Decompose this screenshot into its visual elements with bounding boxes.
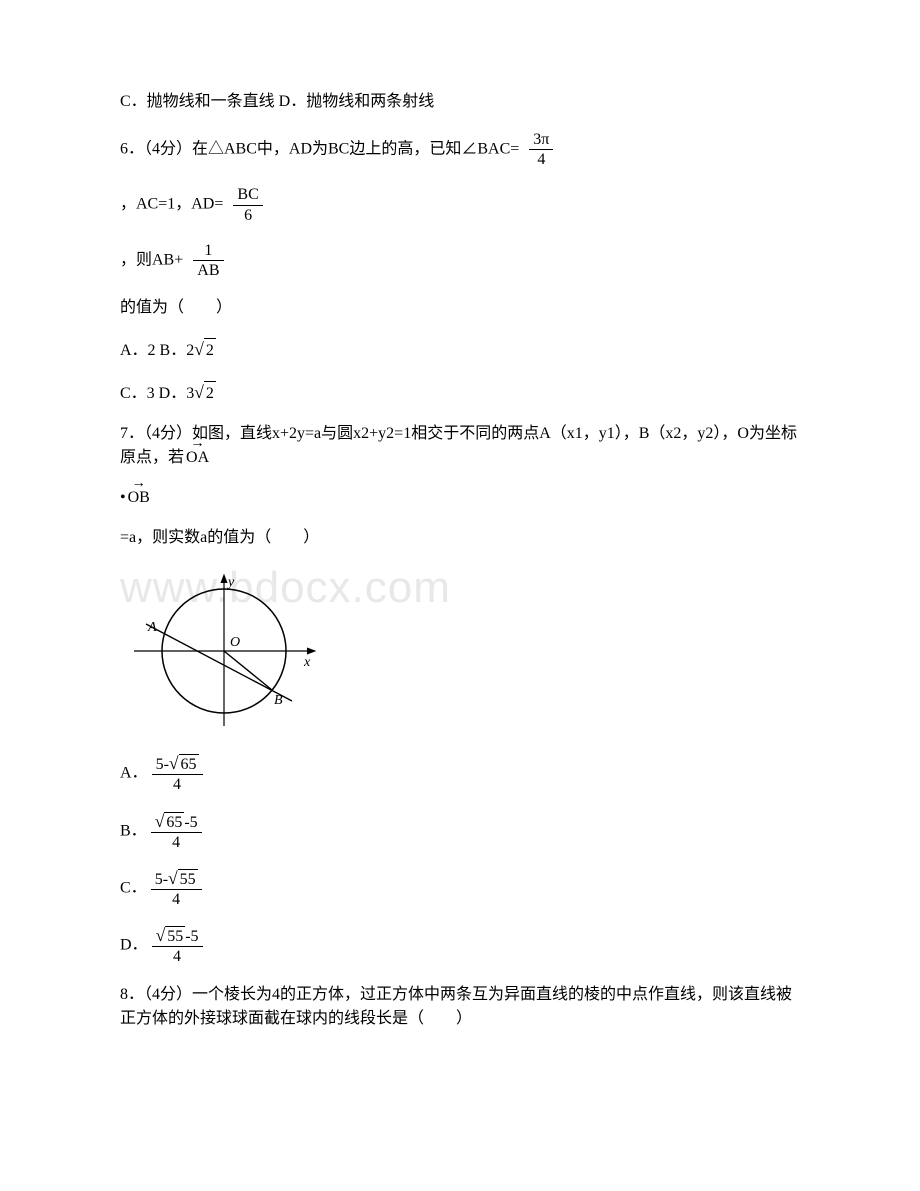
svg-text:x: x [303, 655, 311, 670]
sqrt-2b: 2 [194, 379, 216, 406]
frac-num: 1 [193, 241, 223, 261]
radicand: 2 [204, 381, 216, 406]
num-text: 5- [155, 871, 168, 888]
opt-b-frac: 65-5 4 [151, 811, 202, 852]
q6-frac-1ab: 1 AB [193, 241, 223, 280]
frac-num: BC [233, 185, 262, 205]
q7-stem-line3: =a，则实数a的值为（ ） [120, 526, 800, 550]
q6-text2: ，AC=1，AD= [120, 196, 223, 213]
q7-text1: 7．（4分）如图，直线x+2y=a与圆x2+y2=1相交于不同的两点A（x1，y… [120, 425, 797, 466]
sqrt-55c: 55 [168, 868, 198, 889]
radicand: 65 [179, 754, 199, 774]
frac-den: 4 [151, 833, 202, 852]
opt-a-label: A． [120, 764, 148, 781]
frac-den: 4 [152, 947, 203, 966]
opt-d-frac: 55-5 4 [152, 925, 203, 966]
q6-options-ab: A．2 B．2 2 [120, 336, 800, 363]
q6-frac-3pi4: 3π 4 [529, 130, 553, 169]
q7-option-c: C． 5- 55 4 [120, 868, 800, 909]
sqrt-65a: 65 [169, 753, 199, 774]
sqrt-65b: 65 [155, 811, 185, 832]
radicand: 55 [165, 926, 185, 946]
opt-b-label: B． [120, 822, 147, 839]
q8-stem: 8．（4分）一个棱长为4的正方体，过正方体中两条互为异面直线的棱的中点作直线，则… [120, 983, 800, 1031]
sqrt-2: 2 [194, 336, 216, 363]
q6-options-cd: C．3 D．3 2 [120, 379, 800, 406]
vec-OB: OB [128, 486, 150, 510]
q6-stem-line2: ，AC=1，AD= BC 6 [120, 185, 800, 224]
frac-den: 4 [151, 890, 202, 909]
num-text: -5 [185, 928, 198, 945]
frac-den: 4 [152, 775, 203, 794]
vec-OA: OA [186, 446, 209, 470]
num-text: 5- [156, 756, 169, 773]
radicand: 2 [204, 338, 216, 363]
opt-c-frac: 5- 55 4 [151, 868, 202, 909]
opt-d-label: D． [120, 937, 148, 954]
q6-frac-bc6: BC 6 [233, 185, 262, 224]
document-content: C．抛物线和一条直线 D．抛物线和两条射线 6．（4分）在△ABC中，AD为BC… [120, 90, 800, 1031]
dot-symbol: • [120, 489, 126, 506]
frac-den: AB [193, 261, 223, 280]
q6-stem-line1: 6．（4分）在△ABC中，AD为BC边上的高，已知∠BAC= 3π 4 [120, 130, 800, 169]
frac-den: 4 [529, 150, 553, 169]
q7-stem-line1: 7．（4分）如图，直线x+2y=a与圆x2+y2=1相交于不同的两点A（x1，y… [120, 422, 800, 470]
svg-text:A: A [147, 620, 157, 635]
num-text: -5 [184, 814, 197, 831]
frac-num: 65-5 [151, 811, 202, 833]
opt-cd-prefix: C．3 D．3 [120, 385, 194, 402]
opt-a-frac: 5- 65 4 [152, 753, 203, 794]
q6-text1: 6．（4分）在△ABC中，AD为BC边上的高，已知∠BAC= [120, 140, 519, 157]
sqrt-55d: 55 [156, 925, 186, 946]
svg-text:y: y [226, 575, 235, 590]
q7-stem-line2: •OB [120, 486, 800, 510]
radicand: 65 [164, 812, 184, 832]
q5-options-cd: C．抛物线和一条直线 D．抛物线和两条射线 [120, 90, 800, 114]
radicand: 55 [178, 869, 198, 889]
opt-ab-prefix: A．2 B．2 [120, 342, 194, 359]
svg-text:B: B [274, 693, 283, 708]
opt-c-label: C． [120, 879, 147, 896]
circle-line-diagram: y x O A B [124, 566, 324, 741]
frac-den: 6 [233, 206, 262, 225]
frac-num: 5- 65 [152, 753, 203, 775]
q6-stem-line3: ，则AB+ 1 AB [120, 241, 800, 280]
svg-text:O: O [230, 635, 240, 650]
q6-stem-line4: 的值为（ ） [120, 296, 800, 320]
frac-num: 3π [529, 130, 553, 150]
frac-num: 5- 55 [151, 868, 202, 890]
frac-num: 55-5 [152, 925, 203, 947]
q7-option-a: A． 5- 65 4 [120, 753, 800, 794]
q7-option-b: B． 65-5 4 [120, 811, 800, 852]
q7-option-d: D． 55-5 4 [120, 925, 800, 966]
q6-text3: ，则AB+ [120, 251, 183, 268]
